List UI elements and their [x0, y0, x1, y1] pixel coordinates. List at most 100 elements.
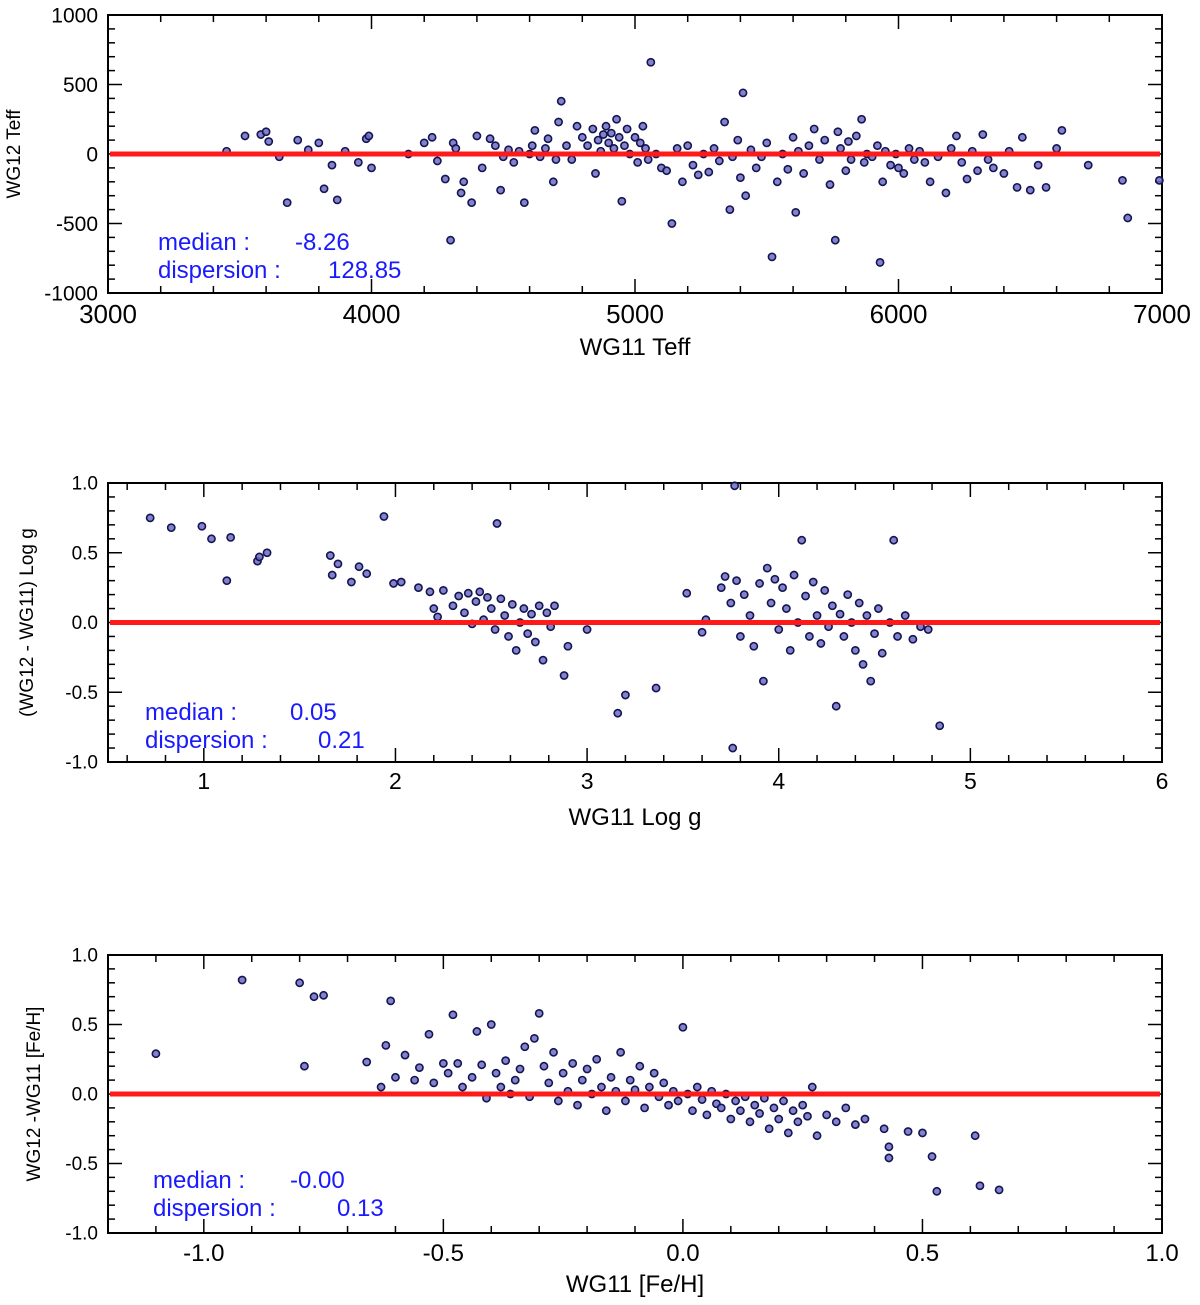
data-point: [733, 135, 743, 145]
data-point: [778, 583, 787, 593]
data-point: [591, 169, 600, 178]
data-point: [774, 1114, 784, 1124]
data-point: [678, 1022, 688, 1032]
dispersion-value: 0.13: [337, 1195, 384, 1222]
data-point: [601, 121, 611, 131]
data-point: [745, 611, 755, 620]
data-point: [781, 604, 791, 613]
data-point: [836, 144, 845, 153]
data-point: [908, 634, 918, 644]
data-point: [833, 127, 843, 137]
x-tick-label: 0.5: [906, 1240, 939, 1267]
y-tick-label: 1000: [51, 4, 98, 27]
data-point: [858, 659, 868, 669]
data-point: [643, 155, 653, 164]
data-point: [932, 1186, 942, 1196]
data-point: [472, 1027, 482, 1036]
data-point: [635, 138, 645, 148]
data-point: [300, 1061, 309, 1071]
data-point: [862, 611, 872, 620]
data-point: [859, 157, 869, 167]
data-point: [807, 1082, 817, 1092]
x-tick-label: 4: [772, 768, 785, 794]
y-tick-label: 0.5: [72, 1015, 98, 1036]
data-point: [1052, 144, 1061, 153]
data-point: [801, 591, 810, 601]
data-point: [789, 570, 799, 580]
data-point: [472, 131, 482, 141]
data-point: [319, 990, 328, 1000]
data-point: [673, 1096, 683, 1106]
data-point: [1057, 125, 1067, 135]
median-value: -0.00: [290, 1167, 345, 1194]
data-point: [736, 1106, 745, 1116]
data-point: [770, 574, 780, 584]
data-point: [946, 144, 956, 153]
data-point: [438, 586, 448, 595]
data-point: [662, 166, 672, 176]
data-point: [1118, 176, 1127, 185]
data-point: [860, 1114, 870, 1124]
data-point: [486, 1020, 496, 1029]
data-point: [381, 1040, 391, 1050]
data-point: [293, 135, 303, 145]
data-point: [419, 138, 429, 148]
y-axis-label: WG12 -WG11 [Fe/H]: [24, 1007, 45, 1182]
data-point: [1083, 160, 1093, 170]
data-point: [475, 587, 485, 597]
data-point: [362, 569, 372, 579]
data-point: [851, 131, 861, 141]
data-point: [613, 708, 623, 718]
data-point: [741, 191, 751, 201]
data-point: [588, 124, 598, 134]
x-tick-label: 3: [581, 768, 594, 794]
data-point: [541, 144, 550, 153]
data-point: [523, 629, 533, 639]
data-point: [766, 598, 776, 608]
data-point: [762, 563, 772, 573]
data-point: [207, 534, 216, 544]
data-point: [507, 599, 517, 609]
data-point: [831, 1117, 841, 1127]
data-point: [582, 625, 592, 634]
data-point: [432, 156, 442, 166]
data-point: [831, 701, 841, 711]
data-point: [548, 177, 558, 187]
data-point: [1033, 160, 1043, 170]
x-tick-label: 6000: [870, 299, 928, 329]
data-point: [562, 141, 571, 151]
data-point: [353, 157, 363, 167]
data-point: [835, 609, 845, 619]
panel-logg: 1 2 3 4 5 6 -1.0 -0.5 0.0 0.5 1.0 WG11 Log g (WG12 -…: [17, 474, 1168, 831]
data-point: [738, 88, 748, 98]
data-point: [520, 1042, 530, 1052]
data-point: [927, 1152, 937, 1161]
y-tick-label: -1.0: [65, 1224, 98, 1245]
x-tick-label: 4000: [343, 299, 401, 329]
data-point: [799, 169, 809, 178]
data-point: [448, 1010, 458, 1020]
median-label: median :: [158, 229, 250, 256]
data-point: [617, 196, 627, 206]
data-point: [527, 141, 537, 151]
median-label: median :: [145, 699, 237, 726]
data-point: [682, 588, 692, 598]
data-point: [644, 1082, 654, 1092]
data-point: [878, 177, 888, 187]
data-point: [779, 1096, 788, 1106]
data-point: [424, 1029, 434, 1039]
data-point: [720, 117, 729, 127]
data-point: [567, 155, 577, 164]
data-point: [755, 579, 764, 588]
data-point: [314, 138, 324, 148]
data-point: [957, 157, 967, 167]
data-point: [688, 160, 698, 170]
x-tick-label: 1: [197, 768, 210, 794]
data-point: [635, 1061, 645, 1071]
data-point: [438, 1059, 448, 1068]
data-point: [820, 135, 830, 145]
data-point: [664, 1100, 673, 1110]
data-point: [920, 157, 930, 167]
median-value: -8.26: [295, 229, 350, 256]
data-point: [641, 144, 650, 153]
